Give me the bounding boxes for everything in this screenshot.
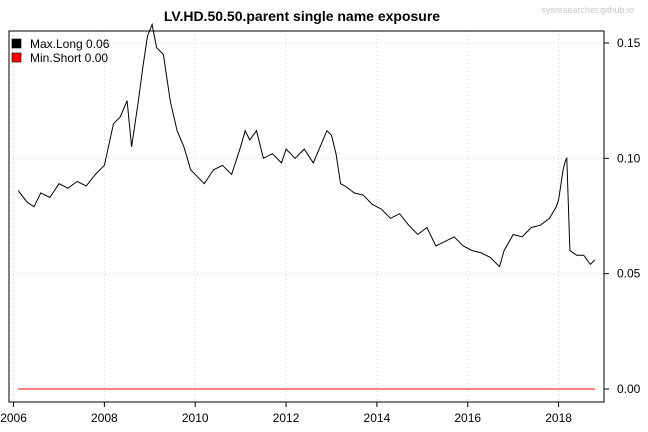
legend-label: Max.Long 0.06 [30, 37, 110, 51]
y-axis: 0.00 0.05 0.10 0.15 [604, 36, 641, 396]
legend-swatch [11, 38, 22, 49]
legend-label: Min.Short 0.00 [30, 51, 108, 65]
grid [9, 31, 604, 402]
y-tick-label: 0.05 [617, 267, 641, 281]
series-line-max-long [17, 22, 596, 268]
x-tick-label: 2012 [273, 411, 300, 425]
x-tick-label: 2016 [454, 411, 481, 425]
x-tick-label: 2008 [91, 411, 118, 425]
x-tick-label: 2010 [182, 411, 209, 425]
plot-series [17, 22, 596, 390]
legend-swatch [11, 52, 22, 63]
y-tick-label: 0.00 [617, 382, 641, 396]
y-tick-label: 0.15 [617, 36, 641, 50]
chart-title: LV.HD.50.50.parent single name exposure [164, 8, 440, 24]
watermark: sysresearcher.github.io [541, 5, 634, 15]
x-axis: 2006 2008 2010 2012 2014 2016 2018 [0, 402, 572, 425]
x-tick-label: 2006 [0, 411, 27, 425]
y-tick-label: 0.10 [617, 151, 641, 165]
x-tick-label: 2018 [545, 411, 572, 425]
plot-frame [8, 30, 605, 403]
x-tick-label: 2014 [364, 411, 391, 425]
